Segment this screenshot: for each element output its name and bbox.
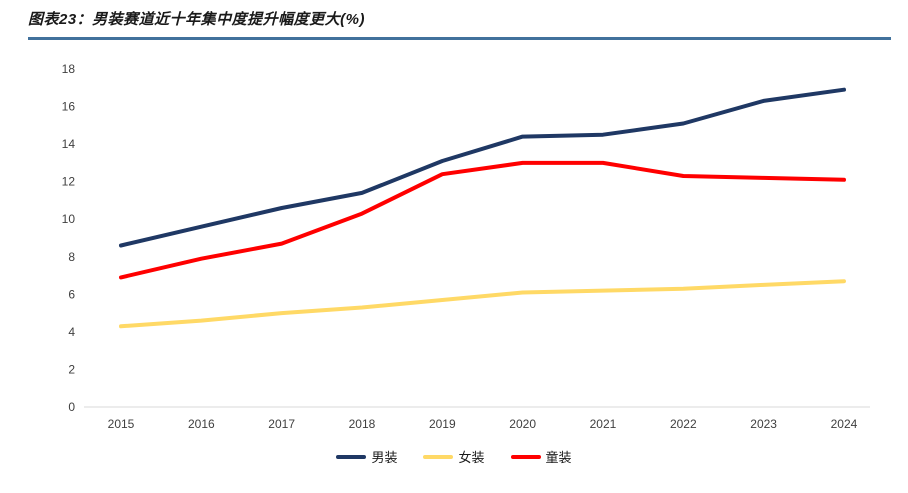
y-axis-tick-label: 2: [68, 362, 75, 376]
y-axis-tick-label: 8: [68, 250, 75, 264]
y-axis-tick-label: 4: [68, 325, 75, 339]
x-axis-tick-label: 2022: [670, 417, 697, 431]
legend-item-womenswear: 女装: [423, 447, 485, 466]
x-axis-tick-label: 2024: [831, 417, 858, 431]
y-axis-tick-label: 12: [62, 175, 76, 189]
y-axis-tick-label: 6: [68, 287, 75, 301]
legend-swatch-kidswear: [510, 454, 541, 459]
y-axis-tick-label: 18: [62, 62, 76, 76]
y-axis-tick-label: 10: [62, 212, 76, 226]
x-axis-tick-label: 2016: [188, 417, 215, 431]
y-axis-tick-label: 16: [62, 100, 76, 114]
legend-swatch-menswear: [336, 454, 367, 459]
legend-label-womenswear: 女装: [458, 450, 485, 465]
y-axis-tick-label: 14: [62, 137, 76, 151]
y-axis-tick-label: 0: [68, 400, 75, 414]
legend-item-menswear: 男装: [336, 447, 397, 466]
figure-caption: 图表23：男装赛道近十年集中度提升幅度更大(%): [28, 11, 366, 28]
x-axis-tick-label: 2015: [108, 417, 135, 431]
caption-underline-rule: [28, 37, 891, 40]
x-axis-tick-label: 2021: [590, 417, 617, 431]
series-line-kidswear: [119, 160, 846, 280]
x-axis-tick-label: 2020: [509, 417, 536, 431]
chart-legend: 男装 女装 童装: [0, 447, 908, 466]
x-axis-tick-label: 2019: [429, 417, 456, 431]
line-chart: 0 2 4 6 8 10 12 14 16 18 2015 2016 2017 2018 2019 2020 2…: [62, 62, 870, 431]
x-axis-tick-label: 2018: [349, 417, 376, 431]
series-line-womenswear: [119, 279, 846, 329]
legend-item-kidswear: 童装: [510, 447, 572, 466]
series-line-menswear: [119, 87, 846, 248]
legend-label-menswear: 男装: [371, 450, 398, 465]
legend-label-kidswear: 童装: [545, 450, 572, 465]
legend-swatch-womenswear: [423, 454, 454, 459]
x-axis-tick-label: 2023: [750, 417, 777, 431]
x-axis-tick-label: 2017: [268, 417, 295, 431]
